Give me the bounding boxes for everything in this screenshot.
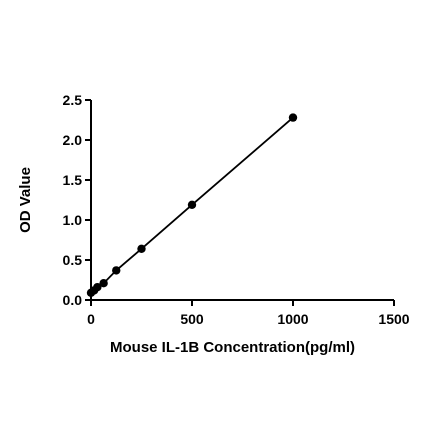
data-points bbox=[86, 113, 298, 297]
data-point bbox=[187, 200, 197, 209]
data-point bbox=[93, 283, 102, 292]
y-tick-label: 0.0 bbox=[63, 292, 83, 308]
y-tick-label: 0.5 bbox=[63, 252, 83, 268]
x-tick-label: 1500 bbox=[378, 311, 409, 327]
y-tick-label: 1.0 bbox=[63, 212, 83, 228]
x-tick-label: 500 bbox=[180, 311, 204, 327]
axes bbox=[90, 100, 394, 301]
data-point bbox=[137, 244, 146, 253]
data-point bbox=[288, 113, 298, 122]
x-axis-title: Mouse IL-1B Concentration(pg/ml) bbox=[110, 339, 355, 356]
y-axis-title: OD Value bbox=[17, 167, 34, 233]
data-point bbox=[112, 266, 121, 275]
y-tick-label: 2.0 bbox=[63, 132, 83, 148]
x-tick-label: 1000 bbox=[277, 311, 308, 327]
y-tick-label: 2.5 bbox=[63, 92, 83, 108]
axis-ticks: 0.0 0.5 1.0 1.5 2.0 2.5 0 500 1000 1500 bbox=[63, 92, 410, 327]
x-tick-label: 0 bbox=[87, 311, 95, 327]
data-point bbox=[99, 279, 108, 288]
y-tick-label: 1.5 bbox=[63, 172, 83, 188]
